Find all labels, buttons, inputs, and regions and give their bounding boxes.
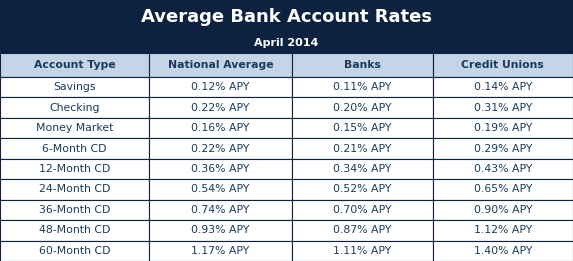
Text: Banks: Banks	[344, 60, 381, 70]
Text: April 2014: April 2014	[254, 38, 319, 48]
Bar	[0, 159, 149, 179]
Bar	[292, 53, 433, 77]
Bar	[149, 159, 292, 179]
Text: 0.31% APY: 0.31% APY	[474, 103, 532, 113]
Text: 0.12% APY: 0.12% APY	[191, 82, 250, 92]
Bar	[292, 200, 433, 220]
Text: 0.19% APY: 0.19% APY	[474, 123, 532, 133]
Bar	[292, 220, 433, 241]
Text: 0.29% APY: 0.29% APY	[474, 144, 532, 153]
Bar	[0, 0, 573, 33]
Bar	[0, 138, 149, 159]
Bar	[433, 220, 573, 241]
Bar	[292, 138, 433, 159]
Text: 24-Month CD: 24-Month CD	[39, 185, 110, 194]
Bar	[292, 97, 433, 118]
Bar	[433, 179, 573, 200]
Text: 1.11% APY: 1.11% APY	[333, 246, 391, 256]
Bar	[149, 138, 292, 159]
Text: 0.52% APY: 0.52% APY	[333, 185, 391, 194]
Text: National Average: National Average	[168, 60, 273, 70]
Text: 0.22% APY: 0.22% APY	[191, 103, 250, 113]
Bar	[433, 241, 573, 261]
Text: 1.40% APY: 1.40% APY	[474, 246, 532, 256]
Bar	[433, 159, 573, 179]
Text: 0.65% APY: 0.65% APY	[474, 185, 532, 194]
Text: 6-Month CD: 6-Month CD	[42, 144, 107, 153]
Bar	[149, 220, 292, 241]
Bar	[433, 77, 573, 97]
Bar	[149, 200, 292, 220]
Text: Savings: Savings	[53, 82, 96, 92]
Bar	[0, 118, 149, 138]
Text: Average Bank Account Rates: Average Bank Account Rates	[141, 8, 432, 26]
Text: 0.21% APY: 0.21% APY	[333, 144, 391, 153]
Bar	[0, 77, 149, 97]
Bar	[0, 97, 149, 118]
Text: 0.93% APY: 0.93% APY	[191, 225, 250, 235]
Bar	[433, 97, 573, 118]
Text: 0.43% APY: 0.43% APY	[474, 164, 532, 174]
Bar	[433, 138, 573, 159]
Bar	[0, 241, 149, 261]
Bar	[292, 179, 433, 200]
Bar	[149, 77, 292, 97]
Text: 0.20% APY: 0.20% APY	[333, 103, 392, 113]
Text: 0.70% APY: 0.70% APY	[333, 205, 392, 215]
Text: 0.90% APY: 0.90% APY	[473, 205, 532, 215]
Text: 0.87% APY: 0.87% APY	[333, 225, 391, 235]
Text: 0.54% APY: 0.54% APY	[191, 185, 250, 194]
Bar	[292, 159, 433, 179]
Text: 0.74% APY: 0.74% APY	[191, 205, 250, 215]
Bar	[0, 33, 573, 53]
Text: 0.16% APY: 0.16% APY	[191, 123, 250, 133]
Bar	[292, 118, 433, 138]
Bar	[0, 220, 149, 241]
Text: 0.11% APY: 0.11% APY	[333, 82, 391, 92]
Bar	[149, 179, 292, 200]
Text: 0.34% APY: 0.34% APY	[333, 164, 391, 174]
Text: Credit Unions: Credit Unions	[461, 60, 544, 70]
Text: 60-Month CD: 60-Month CD	[39, 246, 110, 256]
Text: Money Market: Money Market	[36, 123, 113, 133]
Bar	[149, 118, 292, 138]
Text: 0.36% APY: 0.36% APY	[191, 164, 250, 174]
Bar	[433, 53, 573, 77]
Text: 36-Month CD: 36-Month CD	[39, 205, 110, 215]
Bar	[0, 200, 149, 220]
Bar	[149, 53, 292, 77]
Text: 48-Month CD: 48-Month CD	[39, 225, 110, 235]
Bar	[0, 53, 149, 77]
Text: 1.17% APY: 1.17% APY	[191, 246, 250, 256]
Bar	[433, 118, 573, 138]
Text: 0.22% APY: 0.22% APY	[191, 144, 250, 153]
Bar	[433, 200, 573, 220]
Bar	[292, 77, 433, 97]
Bar	[292, 241, 433, 261]
Text: 12-Month CD: 12-Month CD	[39, 164, 110, 174]
Bar	[149, 241, 292, 261]
Text: 0.14% APY: 0.14% APY	[474, 82, 532, 92]
Text: Account Type: Account Type	[34, 60, 115, 70]
Text: Checking: Checking	[49, 103, 100, 113]
Text: 1.12% APY: 1.12% APY	[474, 225, 532, 235]
Bar	[149, 97, 292, 118]
Text: 0.15% APY: 0.15% APY	[333, 123, 391, 133]
Bar	[0, 179, 149, 200]
